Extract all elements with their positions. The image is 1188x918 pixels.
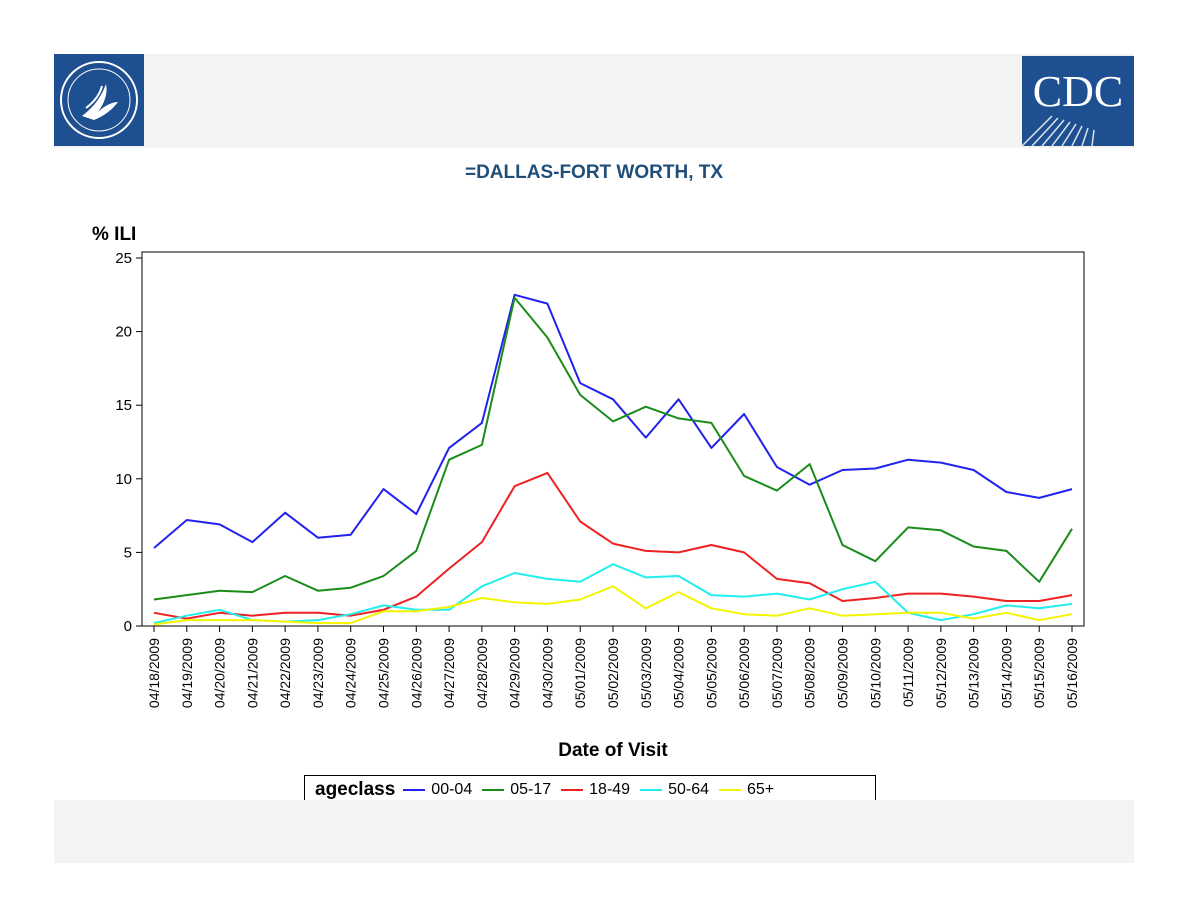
x-axis-label: Date of Visit — [558, 740, 668, 761]
legend-item-05-17: 05-17 — [482, 781, 551, 799]
legend-swatch — [482, 789, 505, 791]
y-axis-label: % ILI — [92, 224, 136, 245]
legend-label: 05-17 — [510, 781, 552, 798]
y-tick-label: 25 — [115, 250, 132, 267]
x-tick-label: 05/06/2009 — [736, 638, 752, 708]
legend-swatch — [403, 789, 426, 791]
series-line-05-17 — [153, 296, 1073, 601]
x-tick-label: 05/04/2009 — [671, 638, 687, 708]
x-tick-label: 04/19/2009 — [179, 638, 195, 708]
x-tick-label: 04/28/2009 — [474, 638, 490, 708]
header-band — [54, 54, 1134, 148]
x-tick-label: 05/12/2009 — [933, 638, 949, 708]
cdc-logo: CDC — [1022, 56, 1134, 146]
series-line-18-49 — [153, 471, 1073, 620]
series-line-65+ — [153, 585, 1073, 626]
x-tick-label: 05/10/2009 — [867, 638, 883, 708]
x-tick-label: 05/07/2009 — [769, 638, 785, 708]
x-tick-label: 05/02/2009 — [605, 638, 621, 708]
svg-text:CDC: CDC — [1033, 67, 1123, 116]
x-tick-label: 05/11/2009 — [900, 638, 916, 707]
y-tick-label: 10 — [115, 471, 132, 488]
x-tick-label: 04/23/2009 — [310, 638, 326, 708]
legend-item-50-64: 50-64 — [640, 781, 709, 799]
legend-item-18-49: 18-49 — [561, 781, 630, 799]
x-tick-label: 04/26/2009 — [408, 638, 424, 708]
x-tick-label: 05/16/2009 — [1064, 638, 1080, 708]
x-tick-label: 05/01/2009 — [572, 638, 588, 708]
x-tick-label: 04/21/2009 — [244, 638, 260, 708]
y-tick-label: 15 — [115, 397, 132, 414]
x-tick-label: 04/30/2009 — [539, 638, 555, 708]
y-tick-label: 0 — [124, 618, 132, 635]
x-tick-label: 04/29/2009 — [507, 638, 523, 708]
x-tick-label: 04/24/2009 — [343, 638, 359, 708]
x-tick-label: 05/03/2009 — [638, 638, 654, 708]
chart-title: =DALLAS-FORT WORTH, TX — [464, 162, 724, 183]
x-tick-label: 04/22/2009 — [277, 638, 293, 708]
x-tick-label: 05/05/2009 — [703, 638, 719, 708]
x-tick-label: 04/25/2009 — [376, 638, 392, 708]
legend-label: 18-49 — [589, 781, 631, 798]
legend-label: 00-04 — [431, 781, 473, 798]
x-tick-label: 05/13/2009 — [966, 638, 982, 708]
y-tick-label: 20 — [115, 324, 132, 341]
legend-item-00-04: 00-04 — [403, 781, 472, 799]
legend-swatch — [718, 789, 741, 791]
y-tick-label: 5 — [124, 544, 132, 561]
legend-item-65+: 65+ — [718, 781, 775, 799]
legend-swatch — [561, 789, 584, 791]
hhs-logo — [54, 54, 144, 146]
x-tick-label: 05/08/2009 — [802, 638, 818, 708]
plot-frame — [141, 251, 1085, 627]
legend-label: 65+ — [746, 781, 775, 798]
x-tick-label: 04/18/2009 — [146, 638, 162, 708]
legend-label: 50-64 — [668, 781, 709, 798]
series-line-50-64 — [153, 563, 1073, 625]
x-tick-label: 05/09/2009 — [835, 638, 851, 708]
x-tick-label: 05/14/2009 — [998, 638, 1014, 708]
x-tick-label: 05/15/2009 — [1031, 638, 1047, 708]
x-tick-label: 04/27/2009 — [441, 638, 457, 708]
x-tick-label: 04/20/2009 — [212, 638, 228, 708]
series-line-00-04 — [153, 293, 1073, 549]
footer-band — [54, 800, 1134, 863]
legend-title: ageclass — [315, 779, 396, 800]
legend-swatch — [640, 789, 663, 791]
